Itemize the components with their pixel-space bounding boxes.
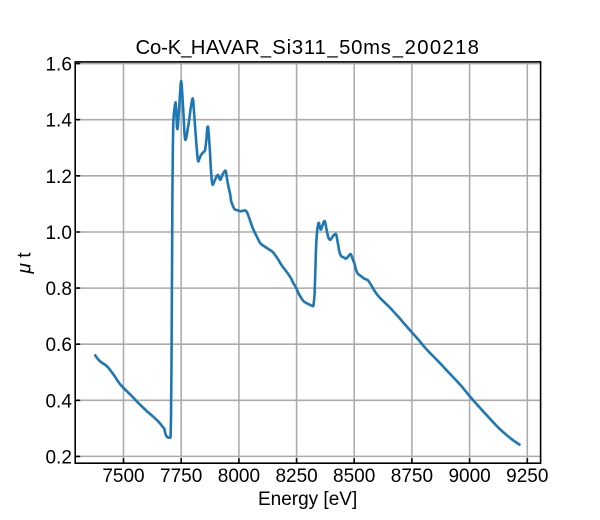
svg-text:8250: 8250: [275, 466, 317, 487]
svg-text:7500: 7500: [102, 466, 144, 487]
svg-text:Energy [eV]: Energy [eV]: [258, 489, 357, 510]
svg-text:1.6: 1.6: [45, 55, 71, 76]
svg-text:_: _: [180, 37, 192, 59]
svg-text:HAVAR: HAVAR: [191, 37, 260, 59]
svg-text:Co-K: Co-K: [135, 37, 181, 59]
svg-text:0.8: 0.8: [45, 279, 71, 300]
svg-text:Si311: Si311: [272, 37, 326, 59]
svg-text:9000: 9000: [448, 466, 490, 487]
svg-text:1.4: 1.4: [45, 111, 72, 132]
svg-text:1.0: 1.0: [45, 223, 71, 244]
svg-text:9250: 9250: [506, 466, 548, 487]
svg-text:8000: 8000: [218, 466, 260, 487]
svg-text:200218: 200218: [405, 37, 481, 59]
svg-text:μ t: μ t: [15, 252, 36, 275]
svg-text:_: _: [392, 37, 404, 59]
svg-text:1.2: 1.2: [45, 167, 71, 188]
svg-text:50ms: 50ms: [339, 37, 392, 59]
svg-text:0.6: 0.6: [45, 335, 71, 356]
svg-text:7750: 7750: [160, 466, 202, 487]
svg-text:8750: 8750: [391, 466, 433, 487]
svg-text:8500: 8500: [333, 466, 375, 487]
svg-text:_: _: [326, 37, 338, 59]
svg-text:0.2: 0.2: [45, 447, 71, 468]
svg-text:_: _: [260, 37, 272, 59]
svg-text:0.4: 0.4: [45, 391, 72, 412]
